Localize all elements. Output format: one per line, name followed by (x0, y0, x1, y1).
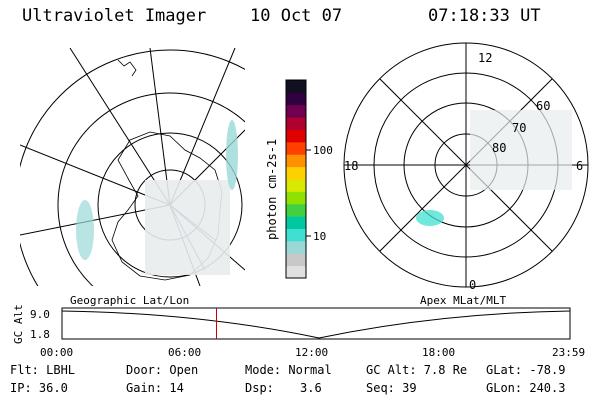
colorbar-segment (286, 179, 306, 192)
dsp-label: Dsp: (245, 381, 274, 395)
timeline-xtick-0000: 00:00 (40, 346, 73, 359)
mlt-label-18: 18 (344, 159, 358, 173)
lat-label-80: 80 (492, 141, 506, 155)
timeline-ylabel: GC Alt (12, 304, 25, 344)
geo-map-label: Geographic Lat/Lon (70, 294, 190, 307)
colorbar-segment (286, 141, 306, 155)
mlt-label-12: 12 (478, 51, 492, 65)
ip-info: IP: 36.0 (10, 381, 68, 395)
filter-info: Flt: LBHL (10, 363, 76, 377)
colorbar-segment (286, 265, 306, 279)
timeline-xtick-0600: 06:00 (168, 346, 201, 359)
colorbar-segment (286, 240, 306, 254)
header-date: 10 Oct 07 (250, 6, 343, 26)
colorbar-segment (286, 92, 306, 106)
colorbar-segment (286, 117, 306, 131)
colorbar-segment (286, 80, 306, 93)
colorbar-segment (286, 253, 306, 267)
timeline-ytick-1-8: 1.8 (30, 328, 50, 341)
colorbar-segment (286, 191, 306, 205)
colorbar-segment (286, 129, 306, 143)
mlt-label-6: 6 (576, 159, 583, 173)
mode-info: Mode: Normal (245, 363, 332, 377)
timeline-ytick-9: 9.0 (30, 308, 50, 321)
colorbar-segment (286, 228, 306, 242)
colorbar-segment (286, 203, 306, 217)
gc-alt-info: GC Alt: 7.8 Re (366, 363, 468, 377)
colorbar-tick-100: 100 (313, 144, 333, 157)
colorbar-segment (286, 154, 306, 168)
mlt-label-0: 0 (469, 278, 476, 292)
header-time: 07:18:33 UT (428, 6, 541, 26)
colorbar-segment (286, 104, 306, 118)
polar-map-label: Apex MLat/MLT (420, 294, 507, 307)
gain-info: Gain: 14 (126, 381, 184, 395)
dsp-value: 3.6 (300, 381, 322, 395)
glon-info: GLon: 240.3 (486, 381, 566, 395)
timeline-xtick-2359: 23:59 (552, 346, 585, 359)
timeline-xtick-1800: 18:00 (422, 346, 455, 359)
timeline-xtick-1200: 12:00 (295, 346, 328, 359)
lat-label-60: 60 (536, 99, 550, 113)
colorbar-label: photon cm-2s-1 (265, 139, 279, 240)
seq-info: Seq: 39 (366, 381, 417, 395)
colorbar-segment (286, 216, 306, 230)
colorbar-segment (286, 166, 306, 180)
door-info: Door: Open (126, 363, 199, 377)
lat-label-70: 70 (512, 121, 526, 135)
glat-info: GLat: -78.9 (486, 363, 566, 377)
colorbar-tick-10: 10 (313, 230, 326, 243)
app-title: Ultraviolet Imager (22, 6, 207, 26)
